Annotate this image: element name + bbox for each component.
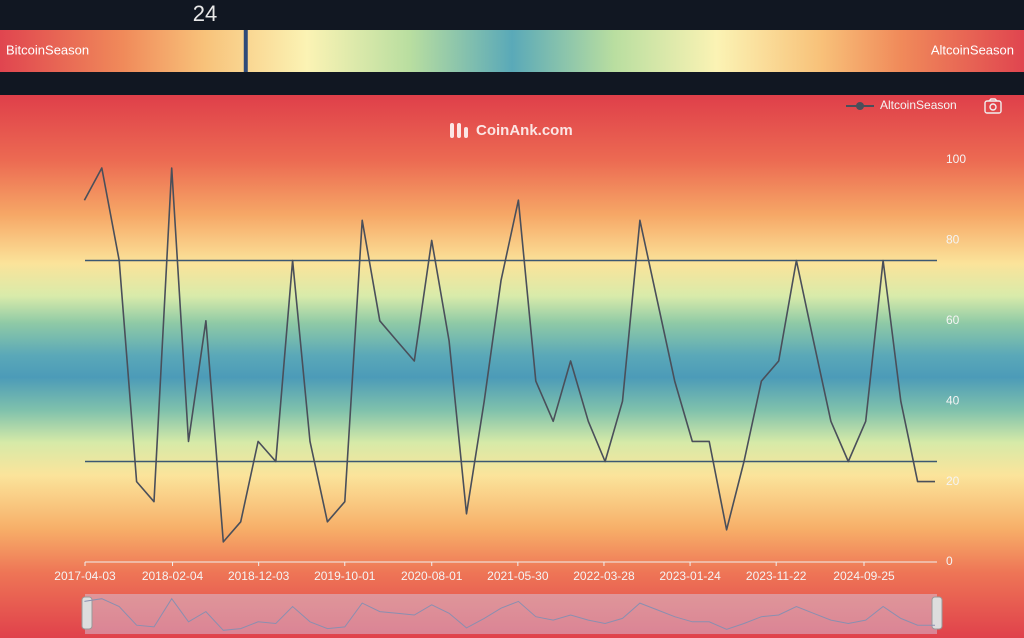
x-tick-label: 2024-09-25: [833, 569, 895, 583]
navigator-handle[interactable]: [931, 596, 943, 630]
x-tick-label: 2019-10-01: [314, 569, 376, 583]
x-tick-label: 2018-02-04: [142, 569, 204, 583]
y-tick-label: 0: [946, 554, 953, 568]
indicator-marker: [243, 30, 248, 72]
navigator[interactable]: [85, 594, 937, 634]
x-tick-label: 2022-03-28: [573, 569, 635, 583]
right-label: AltcoinSeason: [931, 42, 1014, 57]
watermark: CoinAnk.com: [450, 122, 573, 139]
y-tick-label: 80: [946, 233, 960, 247]
watermark-text: CoinAnk.com: [476, 122, 573, 139]
x-tick-label: 2017-04-03: [54, 569, 116, 583]
x-tick-label: 2023-01-24: [659, 569, 721, 583]
navigator-handle[interactable]: [81, 596, 93, 630]
y-tick-label: 60: [946, 313, 960, 327]
x-tick-label: 2023-11-22: [746, 569, 807, 583]
y-tick-label: 40: [946, 393, 960, 407]
season-gradient: [0, 30, 1024, 72]
y-tick-label: 20: [946, 474, 960, 488]
legend-label: AltcoinSeason: [880, 98, 957, 112]
y-tick-label: 100: [946, 152, 966, 166]
x-tick-label: 2021-05-30: [487, 569, 549, 583]
x-tick-label: 2018-12-03: [228, 569, 290, 583]
x-tick-label: 2020-08-01: [401, 569, 463, 583]
left-label: BitcoinSeason: [6, 42, 89, 57]
series-line: [83, 167, 935, 543]
legend[interactable]: AltcoinSeason: [846, 98, 957, 112]
camera-icon[interactable]: [984, 98, 1002, 114]
indicator-value: 24: [193, 1, 217, 26]
navigator-line: [84, 597, 935, 631]
